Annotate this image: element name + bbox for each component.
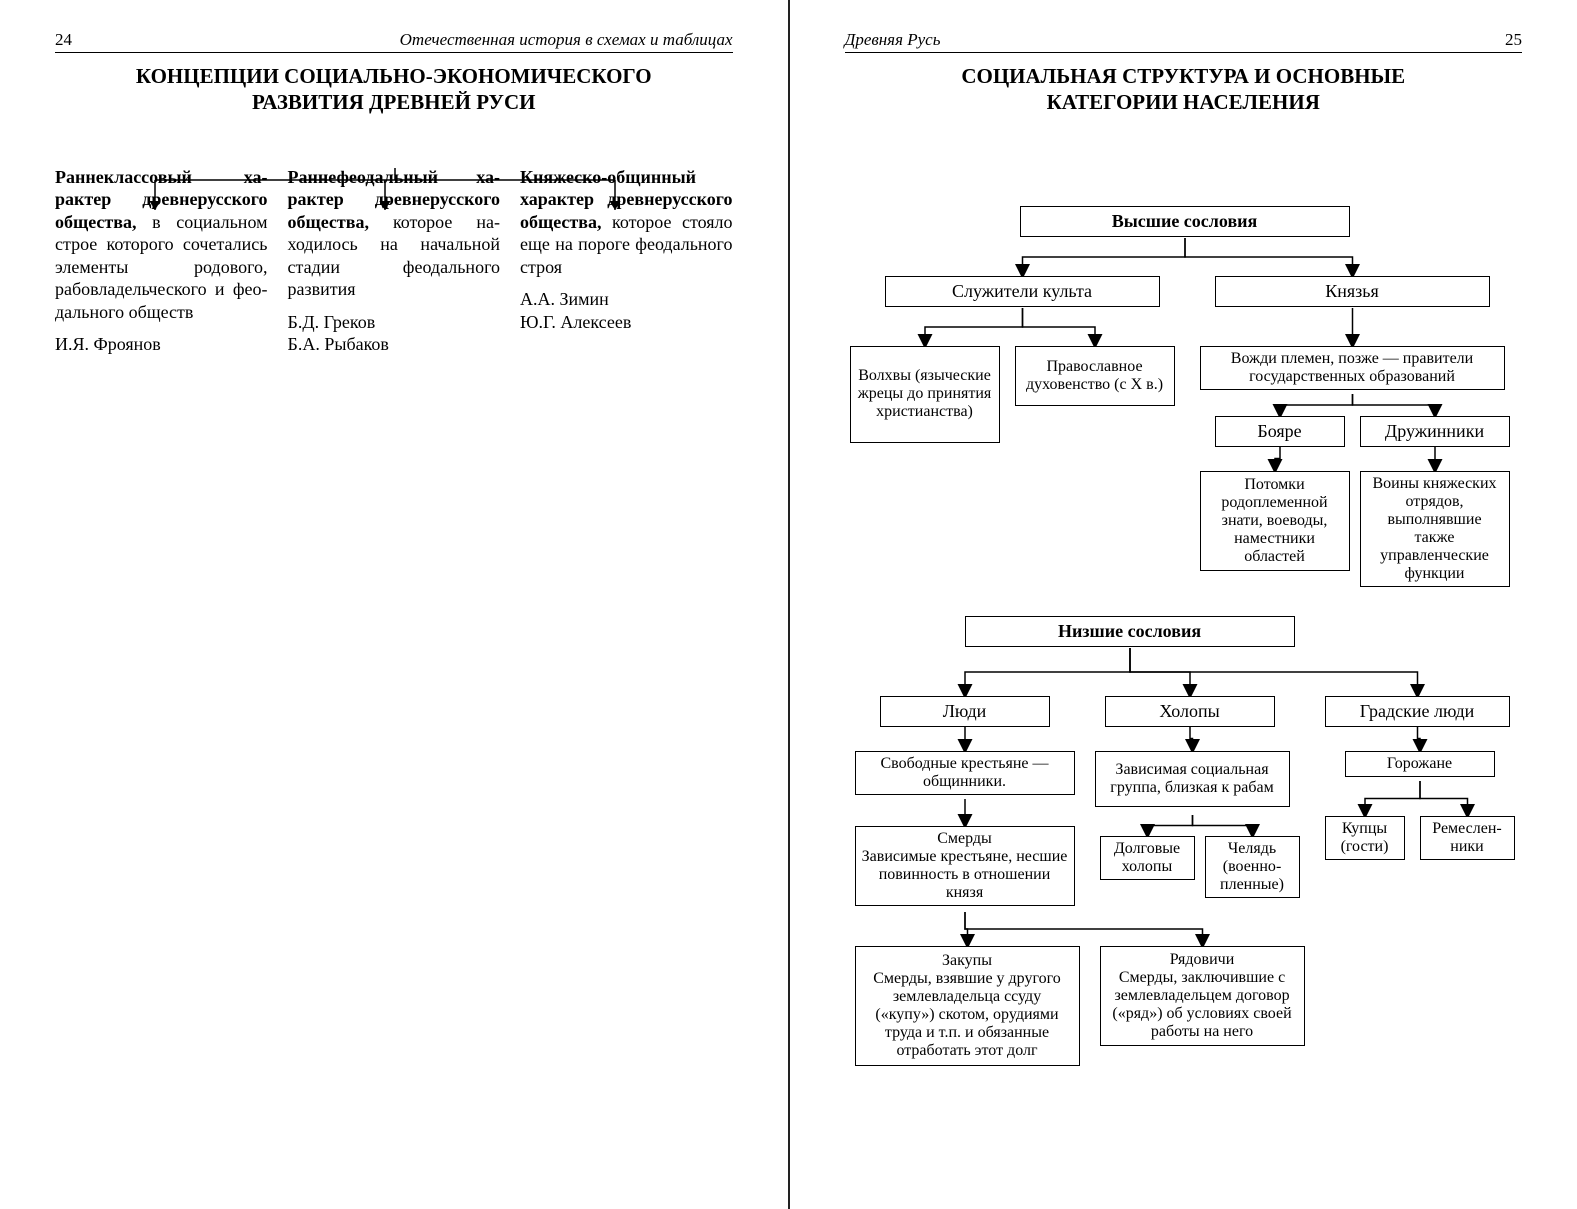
author-1a: И.Я. Фроянов <box>55 333 268 356</box>
node-boyare_d: Потомки родоплемен­ной знати, воеводы, н… <box>1200 471 1350 571</box>
node-smerdy: Смерды Зависимые крестьяне, несшие повин… <box>855 826 1075 906</box>
node-box-remes: Ремеслен­ники <box>1420 816 1515 860</box>
right-title-line2: КАТЕГОРИИ НАСЕЛЕНИЯ <box>1047 90 1320 114</box>
node-box-top: Высшие сословия <box>1020 206 1350 237</box>
left-title-line1: КОНЦЕПЦИИ СОЦИАЛЬНО-ЭКОНОМИЧЕСКОГО <box>136 64 652 88</box>
page-left: 24 Отечественная история в схемах и табл… <box>0 0 788 1209</box>
node-box-dolg: Долговые холопы <box>1100 836 1195 880</box>
node-box-druzh: Дружинники <box>1360 416 1510 447</box>
node-zakupy: Закупы Смерды, взявшие у другого землевл… <box>855 946 1080 1066</box>
node-kholopy: Холопы <box>1105 696 1275 727</box>
node-box-grad: Градские люди <box>1325 696 1510 727</box>
node-chiefs: Вожди племен, позже — правители государс… <box>1200 346 1505 390</box>
node-box-zavis: Зависимая социальная группа, близкая к р… <box>1095 751 1290 807</box>
node-free: Свободные крестьяне — общинники. <box>855 751 1075 795</box>
left-title: КОНЦЕПЦИИ СОЦИАЛЬНО-ЭКОНОМИЧЕСКОГО РАЗВИ… <box>55 63 733 116</box>
node-box-smerdy: Смерды Зависимые крестьяне, несшие повин… <box>855 826 1075 906</box>
left-columns: Раннеклассовый ха­рактер древнерусского … <box>55 166 733 356</box>
node-box-volkhvy: Волхвы (языческие жрецы до принятия хрис… <box>850 346 1000 443</box>
left-branch-2: Раннефеодальный ха­рактер древнерусского… <box>288 166 501 356</box>
node-box-low: Низшие сословия <box>965 616 1295 647</box>
node-druzh: Дружинники <box>1360 416 1510 447</box>
node-box-chelyad: Челядь (военно­пленные) <box>1205 836 1300 898</box>
running-head-left: 24 Отечественная история в схемах и табл… <box>55 30 733 53</box>
left-branch-1: Раннеклассовый ха­рактер древнерусского … <box>55 166 268 356</box>
node-remes: Ремеслен­ники <box>1420 816 1515 860</box>
right-title: СОЦИАЛЬНАЯ СТРУКТУРА И ОСНОВНЫЕ КАТЕГОРИ… <box>845 63 1523 116</box>
right-diagram: Высшие сословия Служители культа Князья Вол… <box>845 116 1523 1196</box>
running-head-right: Древняя Русь 25 <box>845 30 1523 53</box>
node-box-free: Свободные крестьяне — общинники. <box>855 751 1075 795</box>
node-box-chiefs: Вожди племен, позже — правители государс… <box>1200 346 1505 390</box>
author-3b: Ю.Г. Алексеев <box>520 311 733 334</box>
left-title-line2: РАЗВИТИЯ ДРЕВНЕЙ РУСИ <box>252 90 535 114</box>
node-princes: Князья <box>1215 276 1490 307</box>
authors-2: Б.Д. Греков Б.А. Рыбаков <box>288 311 501 356</box>
node-dolg: Долговые холопы <box>1100 836 1195 880</box>
node-volkhvy: Волхвы (языческие жрецы до принятия хрис… <box>850 346 1000 443</box>
node-lyudi: Люди <box>880 696 1050 727</box>
node-box-boyare: Бояре <box>1215 416 1345 447</box>
page-number-left: 24 <box>55 30 72 50</box>
author-2a: Б.Д. Греков <box>288 311 501 334</box>
left-branch-3: Княжеско-общинный характер древнерус­ско… <box>520 166 733 356</box>
node-box-ryad: Рядовичи Смерды, заключившие с землевлад… <box>1100 946 1305 1046</box>
node-ryad: Рядовичи Смерды, заключившие с землевлад… <box>1100 946 1305 1046</box>
node-druzh_d: Воины княжеских отрядов, выполнявшие так… <box>1360 471 1510 587</box>
node-low: Низшие сословия <box>965 616 1295 647</box>
authors-1: И.Я. Фроянов <box>55 333 268 356</box>
node-chelyad: Челядь (военно­пленные) <box>1205 836 1300 898</box>
node-top: Высшие сословия <box>1020 206 1350 237</box>
book-title-left: Отечественная история в схемах и таблица… <box>400 30 733 50</box>
author-2b: Б.А. Рыбаков <box>288 333 501 356</box>
node-cult: Служители культа <box>885 276 1160 307</box>
node-box-boyare_d: Потомки родоплемен­ной знати, воеводы, н… <box>1200 471 1350 571</box>
node-box-gorozh: Горожане <box>1345 751 1495 777</box>
page-number-right: 25 <box>1505 30 1522 50</box>
author-3a: А.А. Зимин <box>520 288 733 311</box>
left-diagram: Раннеклассовый ха­рактер древнерусского … <box>55 166 733 356</box>
node-gorozh: Горожане <box>1345 751 1495 777</box>
section-title-right: Древняя Русь <box>845 30 941 50</box>
node-boyare: Бояре <box>1215 416 1345 447</box>
node-box-kholopy: Холопы <box>1105 696 1275 727</box>
right-title-line1: СОЦИАЛЬНАЯ СТРУКТУРА И ОСНОВНЫЕ <box>961 64 1405 88</box>
node-kupcy: Купцы (гости) <box>1325 816 1405 860</box>
node-box-cult: Служители культа <box>885 276 1160 307</box>
node-box-druzh_d: Воины княжеских отрядов, выполнявшие так… <box>1360 471 1510 587</box>
node-box-zakupy: Закупы Смерды, взявшие у другого землевл… <box>855 946 1080 1066</box>
node-box-clergy: Православное духовенство (с X в.) <box>1015 346 1175 406</box>
node-zavis: Зависимая социальная группа, близкая к р… <box>1095 751 1290 807</box>
node-clergy: Православное духовенство (с X в.) <box>1015 346 1175 406</box>
page-right: Древняя Русь 25 СОЦИАЛЬНАЯ СТРУКТУРА И О… <box>790 0 1577 1209</box>
node-box-kupcy: Купцы (гости) <box>1325 816 1405 860</box>
node-grad: Градские люди <box>1325 696 1510 727</box>
authors-3: А.А. Зимин Ю.Г. Алексеев <box>520 288 733 333</box>
node-box-princes: Князья <box>1215 276 1490 307</box>
node-box-lyudi: Люди <box>880 696 1050 727</box>
